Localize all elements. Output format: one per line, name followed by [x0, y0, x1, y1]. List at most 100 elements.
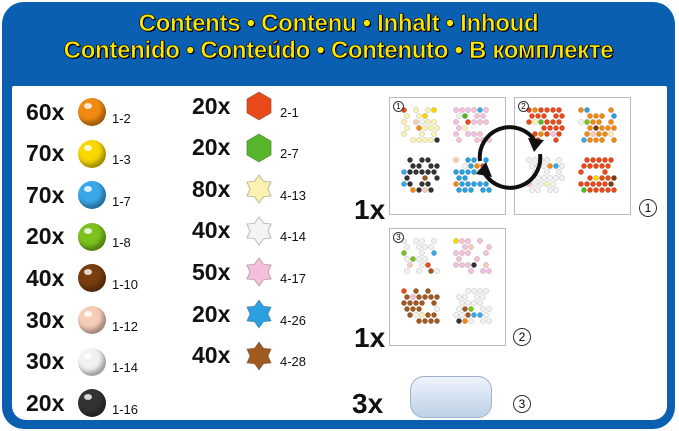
pattern-bead	[410, 137, 416, 143]
hexagon-bead-icon	[246, 91, 272, 121]
pattern-bead	[419, 131, 425, 137]
pattern-bead	[480, 187, 486, 193]
pattern-bead	[459, 238, 465, 244]
pattern-bead	[529, 113, 535, 119]
pattern-bead	[465, 181, 471, 187]
pattern-bead	[453, 169, 459, 175]
item-number: 2	[513, 328, 531, 346]
pattern-bead	[553, 187, 559, 193]
pattern-bead	[459, 312, 465, 318]
bead-item: 50x 4-17	[192, 252, 306, 292]
pattern-bead	[456, 125, 462, 131]
pattern-bead	[410, 294, 416, 300]
pattern-bead	[550, 181, 556, 187]
pattern-bead	[434, 125, 440, 131]
pattern-bead	[422, 125, 428, 131]
pattern-bead	[468, 306, 474, 312]
pattern-bead	[428, 318, 434, 324]
pattern-bead	[404, 294, 410, 300]
pattern-bead	[584, 131, 590, 137]
bead-item: 30x 1-14	[26, 342, 138, 382]
pattern-bead	[599, 175, 605, 181]
template-quantity: 1x	[354, 322, 386, 353]
bead-code: 4-14	[280, 229, 307, 245]
pattern-bead	[544, 107, 550, 113]
pattern-bead	[599, 163, 605, 169]
pattern-bead	[556, 157, 562, 163]
pattern-bead	[416, 125, 422, 131]
pattern-bead	[407, 181, 413, 187]
pattern-bead	[553, 175, 559, 181]
pattern-bead	[465, 107, 471, 113]
bead-count: 20x	[192, 92, 231, 119]
pattern-bead	[401, 181, 407, 187]
pattern-bead	[407, 262, 413, 268]
pattern-bead	[431, 312, 437, 318]
pattern-bead	[407, 312, 413, 318]
pattern-bead	[590, 131, 596, 137]
pattern-bead	[434, 163, 440, 169]
bead-item: 20x 2-1	[192, 86, 299, 126]
pattern-bead	[553, 125, 559, 131]
pattern-bead	[544, 131, 550, 137]
pattern-bead	[605, 163, 611, 169]
pattern-bead	[593, 187, 599, 193]
pattern-bead	[486, 318, 492, 324]
pattern-bead	[486, 306, 492, 312]
pattern-bead	[404, 306, 410, 312]
pattern-bead	[544, 119, 550, 125]
pattern-bead	[404, 268, 410, 274]
pattern-bead	[465, 300, 471, 306]
pattern-bead	[593, 163, 599, 169]
pattern-bead	[416, 306, 422, 312]
bead-code: 1-10	[112, 276, 139, 292]
pattern-bead	[465, 262, 471, 268]
bead-pattern-image	[401, 107, 492, 193]
pattern-bead	[419, 312, 425, 318]
pattern-bead	[605, 187, 611, 193]
pattern-bead	[419, 300, 425, 306]
pattern-bead	[590, 181, 596, 187]
pattern-bead	[453, 119, 459, 125]
pattern-bead	[532, 119, 538, 125]
pattern-bead	[544, 169, 550, 175]
pattern-bead	[431, 131, 437, 137]
pattern-bead	[465, 131, 471, 137]
pattern-bead	[462, 113, 468, 119]
contents-header: Contents • Contenu • Inhalt • Inhoud Con…	[2, 10, 675, 65]
pattern-bead	[404, 244, 410, 250]
pattern-bead	[419, 157, 425, 163]
pattern-bead	[474, 256, 480, 262]
pattern-bead	[425, 169, 431, 175]
pattern-bead	[456, 318, 462, 324]
bead-pattern-image	[401, 238, 492, 324]
pattern-bead	[602, 181, 608, 187]
star-bead-icon	[246, 340, 272, 371]
pattern-bead	[526, 119, 532, 125]
pattern-bead	[556, 131, 562, 137]
bead-count: 30x	[26, 306, 65, 333]
pattern-bead	[465, 312, 471, 318]
pattern-bead	[581, 163, 587, 169]
display-stand-image	[410, 376, 492, 418]
pattern-bead	[462, 318, 468, 324]
bead-count: 20x	[192, 134, 231, 161]
pattern-bead	[474, 113, 480, 119]
pattern-bead	[413, 238, 419, 244]
pattern-bead	[456, 294, 462, 300]
pattern-bead	[422, 137, 428, 143]
pattern-bead	[416, 294, 422, 300]
pattern-bead	[584, 157, 590, 163]
pattern-bead	[529, 163, 535, 169]
pattern-bead	[483, 119, 489, 125]
pattern-bead	[462, 187, 468, 193]
pattern-bead	[419, 169, 425, 175]
bead-item: 70x 1-7	[26, 175, 131, 215]
bead-code: 4-26	[280, 312, 307, 328]
pattern-bead	[593, 137, 599, 143]
pattern-bead	[425, 107, 431, 113]
hexagon-bead-icon	[246, 133, 272, 163]
pattern-bead	[434, 137, 440, 143]
pattern-bead	[468, 163, 474, 169]
pattern-bead	[486, 268, 492, 274]
